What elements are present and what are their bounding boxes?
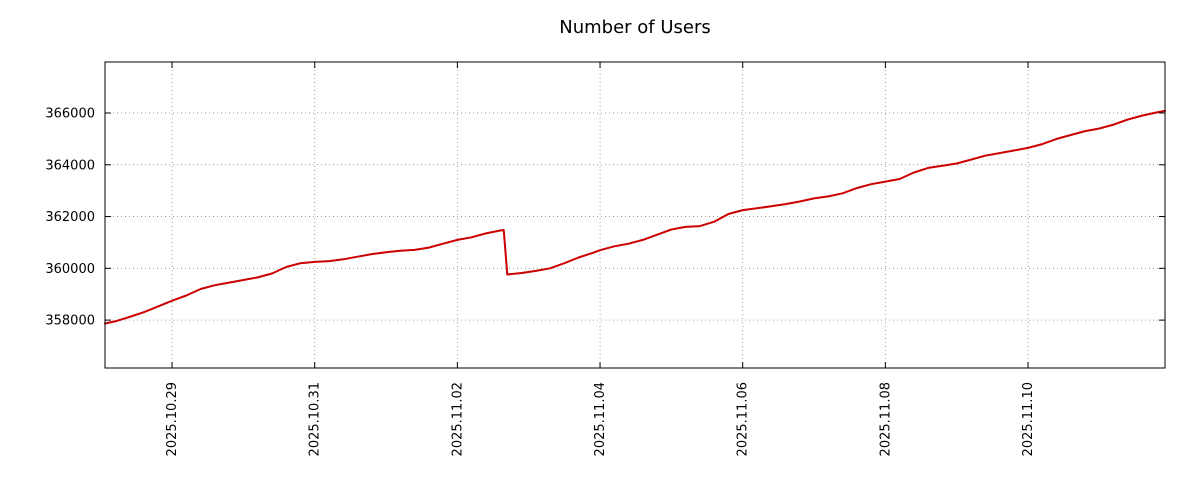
x-tick-label: 2025.10.31 <box>308 382 323 456</box>
x-tick-label: 2025.11.06 <box>736 382 751 456</box>
x-tick-label: 2025.11.04 <box>593 382 608 456</box>
y-tick-label: 360000 <box>45 262 95 277</box>
x-tick-label: 2025.11.02 <box>450 382 465 456</box>
y-tick-label: 358000 <box>45 314 95 329</box>
grid-layer <box>105 62 1165 368</box>
chart-title: Number of Users <box>559 17 711 38</box>
x-tick-label: 2025.10.29 <box>165 382 180 456</box>
plot-border <box>104 61 1166 369</box>
x-tick-label: 2025.11.08 <box>878 382 893 456</box>
x-tick-label: 2025.11.10 <box>1021 382 1036 456</box>
y-tick-label: 364000 <box>45 158 95 173</box>
y-tick-label: 362000 <box>45 210 95 225</box>
axis-layer: 2025.10.29 2025.10.31 2025.11.02 2025.11.04… <box>45 61 1166 456</box>
series-layer <box>104 109 1166 325</box>
y-tick-label: 366000 <box>45 107 95 122</box>
series-line-users <box>104 109 1166 325</box>
